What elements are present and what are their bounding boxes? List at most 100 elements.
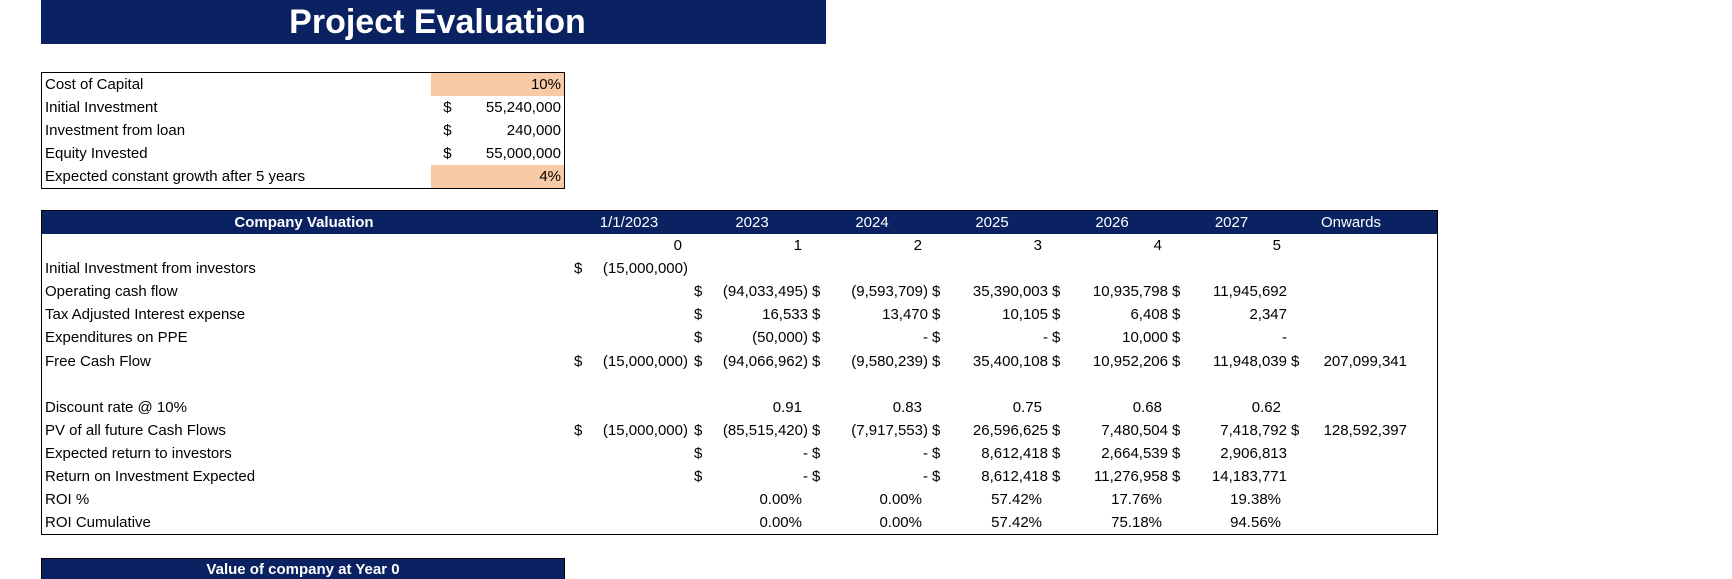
table-cell[interactable]: 2 — [812, 237, 932, 254]
row-label[interactable]: Expenditures on PPE — [45, 329, 188, 347]
table-cell[interactable]: $ - — [1172, 329, 1291, 346]
table-cell[interactable]: $7,480,504 — [1052, 422, 1172, 439]
table-cell[interactable]: $ (15,000,000) — [566, 422, 692, 439]
row-label[interactable]: ROI Cumulative — [45, 514, 151, 532]
input-label[interactable]: Equity Invested — [45, 145, 148, 162]
table-cell[interactable]: $2,664,539 — [1052, 445, 1172, 462]
table-cell[interactable]: $13,470 — [812, 306, 932, 323]
table-cell[interactable]: $11,948,039 — [1172, 353, 1291, 370]
table-cell[interactable]: $6,408 — [1052, 306, 1172, 323]
table-cell[interactable]: $35,400,108 — [932, 353, 1052, 370]
input-value-cell[interactable]: 4% — [431, 165, 564, 188]
table-cell[interactable]: $ - — [932, 329, 1052, 346]
column-header[interactable]: 2023 — [735, 214, 769, 231]
cell-value: 7,480,504 — [1101, 421, 1168, 439]
table-cell[interactable]: $ (9,580,239) — [812, 353, 932, 370]
value-of-company-header[interactable]: Value of company at Year 0 — [41, 558, 565, 579]
input-label[interactable]: Initial Investment — [45, 99, 158, 116]
cell-value: 11,276,958 — [1094, 467, 1168, 485]
table-cell[interactable]: $207,099,341 — [1291, 353, 1411, 370]
row-label[interactable]: Discount rate @ 10% — [45, 398, 187, 416]
currency-symbol: $ — [694, 352, 703, 370]
table-cell[interactable]: 0 — [566, 237, 692, 254]
table-cell[interactable]: $ - — [812, 468, 932, 485]
input-label[interactable]: Investment from loan — [45, 122, 186, 139]
table-cell[interactable]: 3 — [932, 237, 1052, 254]
table-cell[interactable]: $10,935,798 — [1052, 283, 1172, 300]
table-cell[interactable]: 94.56% — [1172, 514, 1291, 531]
table-cell[interactable]: $14,183,771 — [1172, 468, 1291, 485]
table-cell[interactable]: $26,596,625 — [932, 422, 1052, 439]
row-label[interactable]: Tax Adjusted Interest expense — [45, 306, 246, 324]
column-header[interactable]: 2024 — [855, 214, 889, 231]
table-cell[interactable]: $8,612,418 — [932, 468, 1052, 485]
table-cell[interactable]: 0.91 — [692, 399, 812, 416]
table-cell[interactable]: 57.42% — [932, 514, 1052, 531]
currency-symbol: $ — [694, 283, 703, 301]
table-cell[interactable]: $8,612,418 — [932, 445, 1052, 462]
table-cell[interactable]: $2,906,813 — [1172, 445, 1291, 462]
table-cell[interactable]: $7,418,792 — [1172, 422, 1291, 439]
table-cell[interactable]: 75.18% — [1052, 514, 1172, 531]
row-label[interactable]: ROI % — [45, 491, 90, 509]
row-label[interactable]: Initial Investment from investors — [45, 260, 256, 278]
table-cell[interactable]: 5 — [1172, 237, 1291, 254]
input-value-cell[interactable]: $240,000 — [431, 119, 564, 142]
column-header[interactable]: 2025 — [975, 214, 1009, 231]
table-cell[interactable]: 57.42% — [932, 491, 1052, 508]
table-cell[interactable]: $11,945,692 — [1172, 283, 1291, 300]
column-header[interactable]: Onwards — [1320, 214, 1382, 231]
row-label[interactable]: Free Cash Flow — [45, 352, 151, 370]
input-value-cell[interactable]: $55,240,000 — [431, 96, 564, 119]
cell-value: (15,000,000) — [602, 260, 688, 278]
table-cell[interactable]: $ (9,593,709) — [812, 283, 932, 300]
table-cell[interactable]: 0.62 — [1172, 399, 1291, 416]
table-cell[interactable]: 19.38% — [1172, 491, 1291, 508]
table-cell[interactable]: 0.00% — [692, 514, 812, 531]
table-cell[interactable]: $ (85,515,420) — [692, 422, 812, 439]
table-cell[interactable]: $10,952,206 — [1052, 353, 1172, 370]
row-label[interactable]: Return on Investment Expected — [45, 467, 256, 485]
table-cell[interactable]: $11,276,958 — [1052, 468, 1172, 485]
table-cell[interactable]: $ (15,000,000) — [566, 260, 692, 277]
row-label[interactable]: Operating cash flow — [45, 283, 178, 301]
table-cell[interactable]: $10,000 — [1052, 329, 1172, 346]
table-cell[interactable]: 0.83 — [812, 399, 932, 416]
input-label[interactable]: Cost of Capital — [45, 76, 144, 93]
table-cell[interactable]: 17.76% — [1052, 491, 1172, 508]
table-cell[interactable]: $ - — [812, 329, 932, 346]
table-cell[interactable]: $16,533 — [692, 306, 812, 323]
table-cell[interactable]: 0.00% — [812, 491, 932, 508]
input-value-cell[interactable]: $55,000,000 — [431, 142, 564, 165]
table-cell[interactable]: 4 — [1052, 237, 1172, 254]
table-cell[interactable]: 1 — [692, 237, 812, 254]
column-header[interactable]: 2026 — [1095, 214, 1129, 231]
input-value: 240,000 — [506, 122, 561, 139]
cell-value: - — [803, 467, 808, 485]
input-value-cell[interactable]: 10% — [431, 73, 564, 96]
table-cell[interactable]: 0.68 — [1052, 399, 1172, 416]
table-cell[interactable]: 0.75 — [932, 399, 1052, 416]
table-cell[interactable]: $2,347 — [1172, 306, 1291, 323]
currency-symbol: $ — [812, 283, 821, 301]
table-cell[interactable]: $ (94,033,495) — [692, 283, 812, 300]
table-cell[interactable]: 0.00% — [692, 491, 812, 508]
input-label[interactable]: Expected constant growth after 5 years — [45, 168, 306, 185]
table-cell[interactable]: $35,390,003 — [932, 283, 1052, 300]
table-cell[interactable]: $ - — [812, 445, 932, 462]
table-cell[interactable]: $ (94,066,962) — [692, 353, 812, 370]
table-cell[interactable]: 0.00% — [812, 514, 932, 531]
table-cell[interactable]: $128,592,397 — [1291, 422, 1411, 439]
table-cell[interactable]: $ - — [692, 468, 812, 485]
column-header[interactable]: 1/1/2023 — [599, 214, 659, 231]
valuation-header-label[interactable]: Company Valuation — [234, 214, 374, 231]
row-label[interactable]: PV of all future Cash Flows — [45, 421, 226, 439]
table-cell[interactable]: $ (15,000,000) — [566, 353, 692, 370]
table-cell[interactable]: $10,105 — [932, 306, 1052, 323]
column-header[interactable]: 2027 — [1214, 214, 1249, 231]
table-cell[interactable]: $ (7,917,553) — [812, 422, 932, 439]
table-cell[interactable]: $ - — [692, 445, 812, 462]
row-label[interactable]: Expected return to investors — [45, 444, 232, 462]
cell-value: 14,183,771 — [1211, 467, 1287, 485]
table-cell[interactable]: $ (50,000) — [692, 329, 812, 346]
